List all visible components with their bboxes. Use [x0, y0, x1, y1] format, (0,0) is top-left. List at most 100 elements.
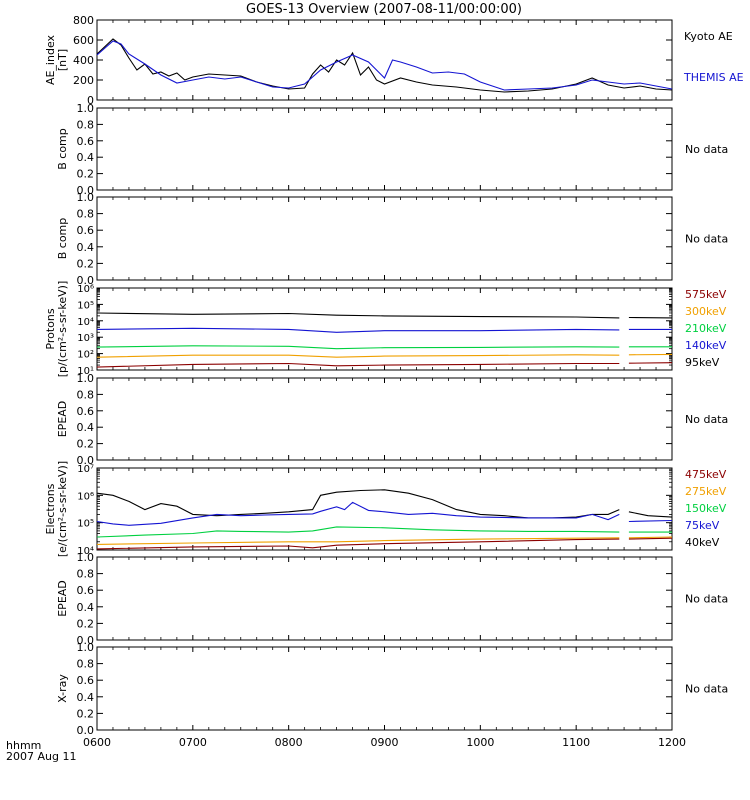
y-tick-label: 0.0: [77, 454, 95, 467]
footer-hhmm: hhmm: [6, 739, 41, 752]
panel-frame: [96, 196, 673, 281]
y-tick-label: 0.8: [77, 118, 95, 131]
y-tick-label: 0.4: [77, 601, 95, 614]
legend-themis-ae: THEMIS AE: [683, 71, 744, 84]
legend-150kev: 150keV: [685, 502, 727, 515]
y-tick-label: 10⁵: [77, 300, 94, 311]
y-tick-label: 10³: [77, 333, 94, 344]
legend-140kev: 140keV: [685, 339, 727, 352]
y-axis-label: [nT]: [56, 49, 69, 71]
y-tick-label: 400: [73, 54, 94, 67]
y-tick-label: 1.0: [77, 191, 95, 204]
y-tick-label: 0.6: [77, 224, 95, 237]
series-line-150kev: [96, 526, 620, 538]
legend-40kev: 40keV: [685, 536, 720, 549]
y-axis-label: [e/(cm²-s-sr-keV)]: [56, 461, 69, 557]
y-axis-label: B comp: [56, 128, 69, 170]
series-line-themis-ae: [96, 40, 673, 91]
panel-frame: [96, 377, 673, 461]
panel-b2: 0.0 0.2 0.4 0.6 0.8 1.0 B comp No data: [56, 191, 728, 287]
x-tick-label: 0600: [83, 736, 111, 749]
series-line-475kev: [628, 511, 673, 518]
y-tick-label: 0.4: [77, 421, 95, 434]
y-axis-label: [p/(cm²-s-sr-keV)]: [56, 281, 69, 378]
legend-75kev: 75keV: [685, 519, 720, 532]
legend-475kev: 475keV: [685, 468, 727, 481]
no-data-label: No data: [685, 233, 728, 246]
y-tick-label: 0.6: [77, 674, 95, 687]
series-line-95kev: [628, 362, 673, 364]
y-tick-label: 0.6: [77, 405, 95, 418]
y-tick-label: 800: [73, 14, 94, 27]
series-line-40kev: [628, 537, 673, 540]
series-line-75kev: [628, 536, 673, 539]
no-data-label: No data: [685, 143, 728, 156]
y-tick-label: 0.8: [77, 568, 95, 581]
y-tick-label: 0.8: [77, 658, 95, 671]
legend-95kev: 95keV: [685, 356, 720, 369]
y-tick-label: 0.2: [77, 438, 95, 451]
y-tick-label: 0.4: [77, 691, 95, 704]
series-line-210kev: [96, 345, 620, 350]
series-line-40kev: [96, 538, 620, 550]
panel-ae: 0 200 400 600 800 AE_index [nT] Kyoto AE THEMIS …: [44, 14, 744, 107]
y-tick-label: 10²: [77, 350, 94, 361]
panel-frame: [96, 19, 673, 101]
legend-210kev: 210keV: [685, 322, 727, 335]
y-tick-label: 10⁵: [77, 519, 94, 530]
x-tick-label: 0700: [179, 736, 207, 749]
y-tick-label: 10⁴: [77, 546, 94, 557]
y-tick-label: 1.0: [77, 372, 95, 385]
y-tick-label: 0.4: [77, 151, 95, 164]
y-axis-label: Electrons: [44, 483, 57, 534]
y-axis-label: EPEAD: [56, 401, 69, 438]
figure-title: GOES-13 Overview (2007-08-11/00:00:00): [246, 2, 522, 17]
y-tick-label: 0.0: [77, 274, 95, 287]
y-tick-label: 600: [73, 34, 94, 47]
y-axis-label: X-ray: [56, 674, 69, 703]
x-tick-label: 0800: [275, 736, 303, 749]
y-tick-label: 10⁶: [77, 284, 94, 295]
y-tick-label: 0.2: [77, 707, 95, 720]
y-tick-label: 1.0: [77, 551, 95, 564]
y-tick-label: 0.4: [77, 241, 95, 254]
y-tick-label: 0.0: [77, 724, 95, 737]
series-line-475kev: [96, 489, 620, 519]
panel-xray: 0.0 0.2 0.4 0.6 0.8 1.0 0600 0700 0800 0900 1000 11…: [56, 641, 728, 749]
legend-575kev: 575keV: [685, 288, 727, 301]
y-tick-label: 10⁶: [77, 491, 94, 502]
y-tick-label: 1.0: [77, 641, 95, 654]
y-tick-label: 0.0: [77, 184, 95, 197]
y-tick-label: 200: [73, 74, 94, 87]
y-tick-label: 0.2: [77, 617, 95, 630]
y-tick-label: 0.0: [77, 634, 95, 647]
x-tick-label: 1100: [562, 736, 590, 749]
panel-protons: 10¹ 10² 10³ 10⁴ 10⁵ 10⁶ Protons [p/(cm²-s-sr-ke…: [44, 281, 727, 378]
panel-electrons: 10⁴ 10⁵ 10⁶ 10⁷ Electrons [e/(cm²-s-sr-keV)] 4…: [44, 461, 727, 557]
footer-date: 2007 Aug 11: [6, 750, 76, 763]
y-tick-label: 0.6: [77, 135, 95, 148]
panel-epead2: 0.0 0.2 0.4 0.6 0.8 1.0 EPEAD No data: [56, 551, 728, 647]
panel-epead1: 0.0 0.2 0.4 0.6 0.8 1.0 EPEAD No data: [56, 372, 728, 467]
series-line-275kev: [628, 519, 673, 523]
y-tick-label: 10⁷: [77, 464, 94, 475]
y-axis-label: Protons: [44, 308, 57, 349]
series-line-75kev: [96, 537, 620, 545]
y-axis-label: B comp: [56, 218, 69, 260]
panel-b1: 0.0 0.2 0.4 0.6 0.8 1.0 B comp No data: [56, 102, 728, 197]
y-axis-label: AE_index: [44, 34, 57, 85]
no-data-label: No data: [685, 413, 728, 426]
series-line-275kev: [96, 501, 620, 526]
series-line-140kev: [96, 354, 620, 358]
no-data-label: No data: [685, 683, 728, 696]
legend-300kev: 300keV: [685, 305, 727, 318]
x-tick-label: 1200: [658, 736, 686, 749]
y-tick-label: 0.8: [77, 388, 95, 401]
legend-275kev: 275keV: [685, 485, 727, 498]
series-line-kyoto-ae: [96, 38, 673, 93]
y-tick-label: 0.2: [77, 168, 95, 181]
series-line-300kev: [96, 327, 620, 333]
y-axis-label: EPEAD: [56, 580, 69, 617]
series-line-95kev: [96, 362, 620, 368]
